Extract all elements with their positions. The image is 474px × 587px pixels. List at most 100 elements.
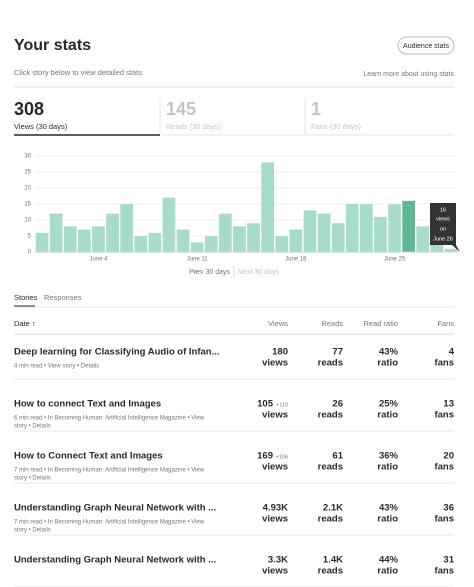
hint: Click story below to view detailed stats bbox=[14, 68, 142, 77]
audience-button-label[interactable]: Audience stats bbox=[403, 43, 449, 50]
y-tick-label: 5 bbox=[28, 234, 32, 240]
story-rows: Deep learning for Classifying Audio of I… bbox=[14, 347, 455, 587]
tooltip-text: June 26 bbox=[433, 236, 453, 242]
stat-value: 44% bbox=[379, 555, 399, 566]
stat-unit: ratio bbox=[377, 462, 398, 473]
stat-unit: reads bbox=[318, 358, 343, 369]
tooltip bbox=[430, 203, 456, 245]
bar bbox=[261, 162, 274, 252]
bar bbox=[303, 210, 317, 252]
bar bbox=[233, 226, 246, 252]
stat-value: 20 bbox=[443, 451, 454, 462]
bar bbox=[416, 226, 430, 252]
tooltip-arrow bbox=[452, 245, 460, 252]
stat-unit: views bbox=[262, 462, 288, 473]
story-meta: story • Details bbox=[14, 528, 51, 534]
story-meta: story • Details bbox=[14, 424, 51, 430]
bar bbox=[331, 223, 345, 252]
stat-unit: fans bbox=[434, 462, 454, 473]
stat-unit: reads bbox=[318, 514, 343, 525]
stat-value: 61 bbox=[332, 451, 343, 462]
stat-value: 180 bbox=[272, 347, 288, 358]
learn-link[interactable]: Learn more about using stats bbox=[363, 71, 454, 78]
bar bbox=[388, 204, 401, 252]
story-meta: story • Details bbox=[14, 476, 51, 482]
stat-unit: views bbox=[262, 410, 288, 421]
stat-unit: fans bbox=[434, 566, 454, 577]
stat-unit: fans bbox=[434, 410, 454, 421]
column-header: Read ratio bbox=[363, 319, 398, 328]
bar bbox=[176, 229, 190, 252]
story-meta: 4 min read • View story • Details bbox=[14, 364, 99, 370]
stat-value: 1.4K bbox=[323, 555, 343, 566]
tab[interactable]: Stories bbox=[14, 293, 38, 302]
summary-value[interactable]: 308 bbox=[14, 99, 44, 119]
bar bbox=[120, 204, 133, 252]
y-tick-label: 10 bbox=[24, 218, 31, 224]
stat-unit: fans bbox=[434, 514, 454, 525]
story-title[interactable]: Deep learning for Classifying Audio of I… bbox=[14, 347, 220, 358]
bar-chart: 0 5 10 15 20 25 30 June 4 June 11 June 18 June 25 1… bbox=[24, 154, 460, 263]
bar bbox=[63, 226, 77, 252]
story-title[interactable]: Understanding Graph Neural Network with … bbox=[14, 555, 216, 566]
x-tick-label: June 18 bbox=[285, 257, 307, 263]
stat-value: 13 bbox=[443, 399, 454, 410]
stat-extra: +106 bbox=[276, 454, 288, 460]
page-title: Your stats bbox=[14, 37, 91, 54]
stat-value: 36% bbox=[379, 451, 399, 462]
bar bbox=[345, 204, 359, 252]
summary-label[interactable]: Views (30 days) bbox=[14, 122, 68, 131]
story-meta: 7 min read • In Becoming Human: Artifici… bbox=[14, 468, 205, 474]
summary-label[interactable]: Fans (30 days) bbox=[311, 122, 362, 131]
stat-value: 105 bbox=[257, 399, 274, 410]
bar bbox=[106, 213, 119, 252]
column-header: Views bbox=[268, 319, 288, 328]
stat-unit: reads bbox=[318, 410, 343, 421]
x-tick-label: June 25 bbox=[384, 257, 406, 263]
tab[interactable]: Responses bbox=[44, 293, 82, 302]
prev-arrow[interactable]: ‹ bbox=[195, 269, 198, 276]
story-meta: 6 min read • In Becoming Human: Artifici… bbox=[14, 416, 205, 422]
stat-unit: ratio bbox=[377, 514, 398, 525]
bar bbox=[402, 200, 415, 252]
stat-unit: views bbox=[262, 358, 288, 369]
y-tick-label: 25 bbox=[24, 170, 31, 176]
bar bbox=[49, 213, 63, 252]
stat-value: 43% bbox=[379, 503, 399, 514]
story-title[interactable]: How to Connect Text and Images bbox=[14, 451, 163, 462]
bar bbox=[204, 236, 218, 252]
stat-value: 4 bbox=[449, 347, 455, 358]
story-title[interactable]: Understanding Graph Neural Network with … bbox=[14, 503, 216, 514]
summary-value[interactable]: 145 bbox=[166, 99, 196, 119]
story-meta: 7 min read • In Becoming Human: Artifici… bbox=[14, 520, 205, 526]
stat-value: 77 bbox=[332, 347, 343, 358]
prev-link[interactable]: Prev 30 days bbox=[189, 269, 230, 276]
bar bbox=[78, 229, 91, 252]
audience-button[interactable] bbox=[397, 36, 455, 55]
stat-value: 31 bbox=[443, 555, 454, 566]
stat-unit: fans bbox=[434, 358, 454, 369]
bar bbox=[92, 226, 105, 252]
stat-value: 26 bbox=[332, 399, 343, 410]
tooltip-text: 16 bbox=[440, 207, 446, 213]
stat-value: 2.1K bbox=[323, 503, 343, 514]
stat-unit: ratio bbox=[377, 358, 398, 369]
stat-unit: reads bbox=[318, 566, 343, 577]
stat-value: 43% bbox=[379, 347, 399, 358]
bar bbox=[247, 223, 260, 252]
stat-value: 169 bbox=[257, 451, 273, 462]
x-tick-label: June 4 bbox=[89, 257, 108, 263]
column-header[interactable]: Date ↑ bbox=[14, 319, 36, 328]
bar bbox=[190, 242, 204, 252]
stat-value: 3.3K bbox=[268, 555, 288, 566]
tooltip-text: views bbox=[436, 216, 450, 222]
bar bbox=[134, 236, 148, 252]
summary-label[interactable]: Reads (30 days) bbox=[166, 122, 222, 131]
next-link: Next 30 days bbox=[238, 269, 279, 276]
story-title[interactable]: How to connect Text and Images bbox=[14, 399, 161, 410]
bar bbox=[219, 213, 232, 252]
bar bbox=[317, 213, 331, 252]
stat-value: 25% bbox=[379, 399, 399, 410]
summary-value[interactable]: 1 bbox=[311, 99, 321, 119]
